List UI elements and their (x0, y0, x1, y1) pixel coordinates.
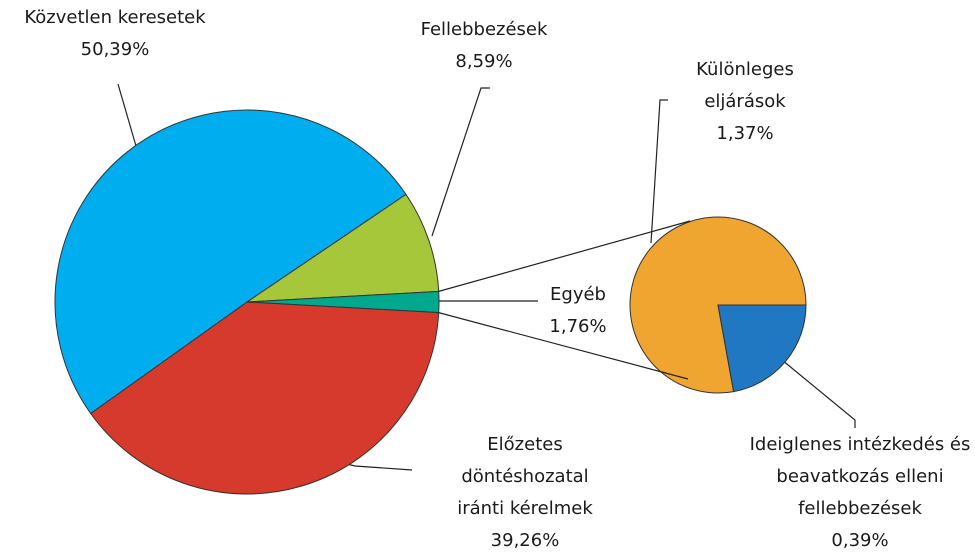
slice-name: Előzetes döntéshozatal iránti kérelmek (457, 434, 593, 519)
slice-label: Fellebbezések 8,59% (399, 14, 569, 78)
slice-label: Ideiglenes intézkedés és beavatkozás ell… (742, 429, 975, 554)
slice-label: Egyéb 1,76% (533, 279, 623, 343)
slice-label: Egyéb 1,76% (533, 279, 623, 343)
slice-label: Előzetes döntéshozatal iránti kérelmek 39… (436, 429, 614, 554)
pie-slice (89, 301, 440, 495)
slice-label: Közvetlen keresetek 50,39% (0, 2, 235, 66)
pie-slice (717, 304, 807, 393)
slice-name: Egyéb (550, 284, 606, 305)
slice-label: Előzetes döntéshozatal iránti kérelmek 39… (436, 429, 614, 554)
connector-line (438, 312, 689, 380)
leader-line (431, 87, 490, 237)
slice-label: Ideiglenes intézkedés és beavatkozás ell… (742, 429, 975, 554)
slice-value-label: 39,26% (490, 530, 560, 551)
leader-line (117, 83, 137, 147)
slice-value-label: 1,76% (549, 316, 607, 337)
slice-label: Különleges eljárások 1,37% (685, 54, 805, 150)
connector-line (438, 220, 691, 292)
leader-line (781, 359, 856, 428)
pie-slice (245, 193, 440, 303)
slice-name: Különleges eljárások (696, 59, 794, 112)
pie-slice (54, 109, 407, 415)
slice-value-label: 1,37% (716, 123, 774, 144)
slice-name: Ideiglenes intézkedés és beavatkozás ell… (749, 434, 971, 519)
slice-name: Közvetlen keresetek (24, 7, 206, 28)
slice-value-label: 0,39% (831, 530, 889, 551)
slice-label: Közvetlen keresetek 50,39% (0, 2, 235, 66)
slice-label: Fellebbezések 8,59% (399, 14, 569, 78)
slice-label: Különleges eljárások 1,37% (685, 54, 805, 150)
slice-name: Fellebbezések (420, 19, 548, 40)
slice-value-label: 50,39% (80, 39, 150, 60)
leader-line (650, 99, 668, 244)
slice-value-label: 8,59% (455, 51, 513, 72)
